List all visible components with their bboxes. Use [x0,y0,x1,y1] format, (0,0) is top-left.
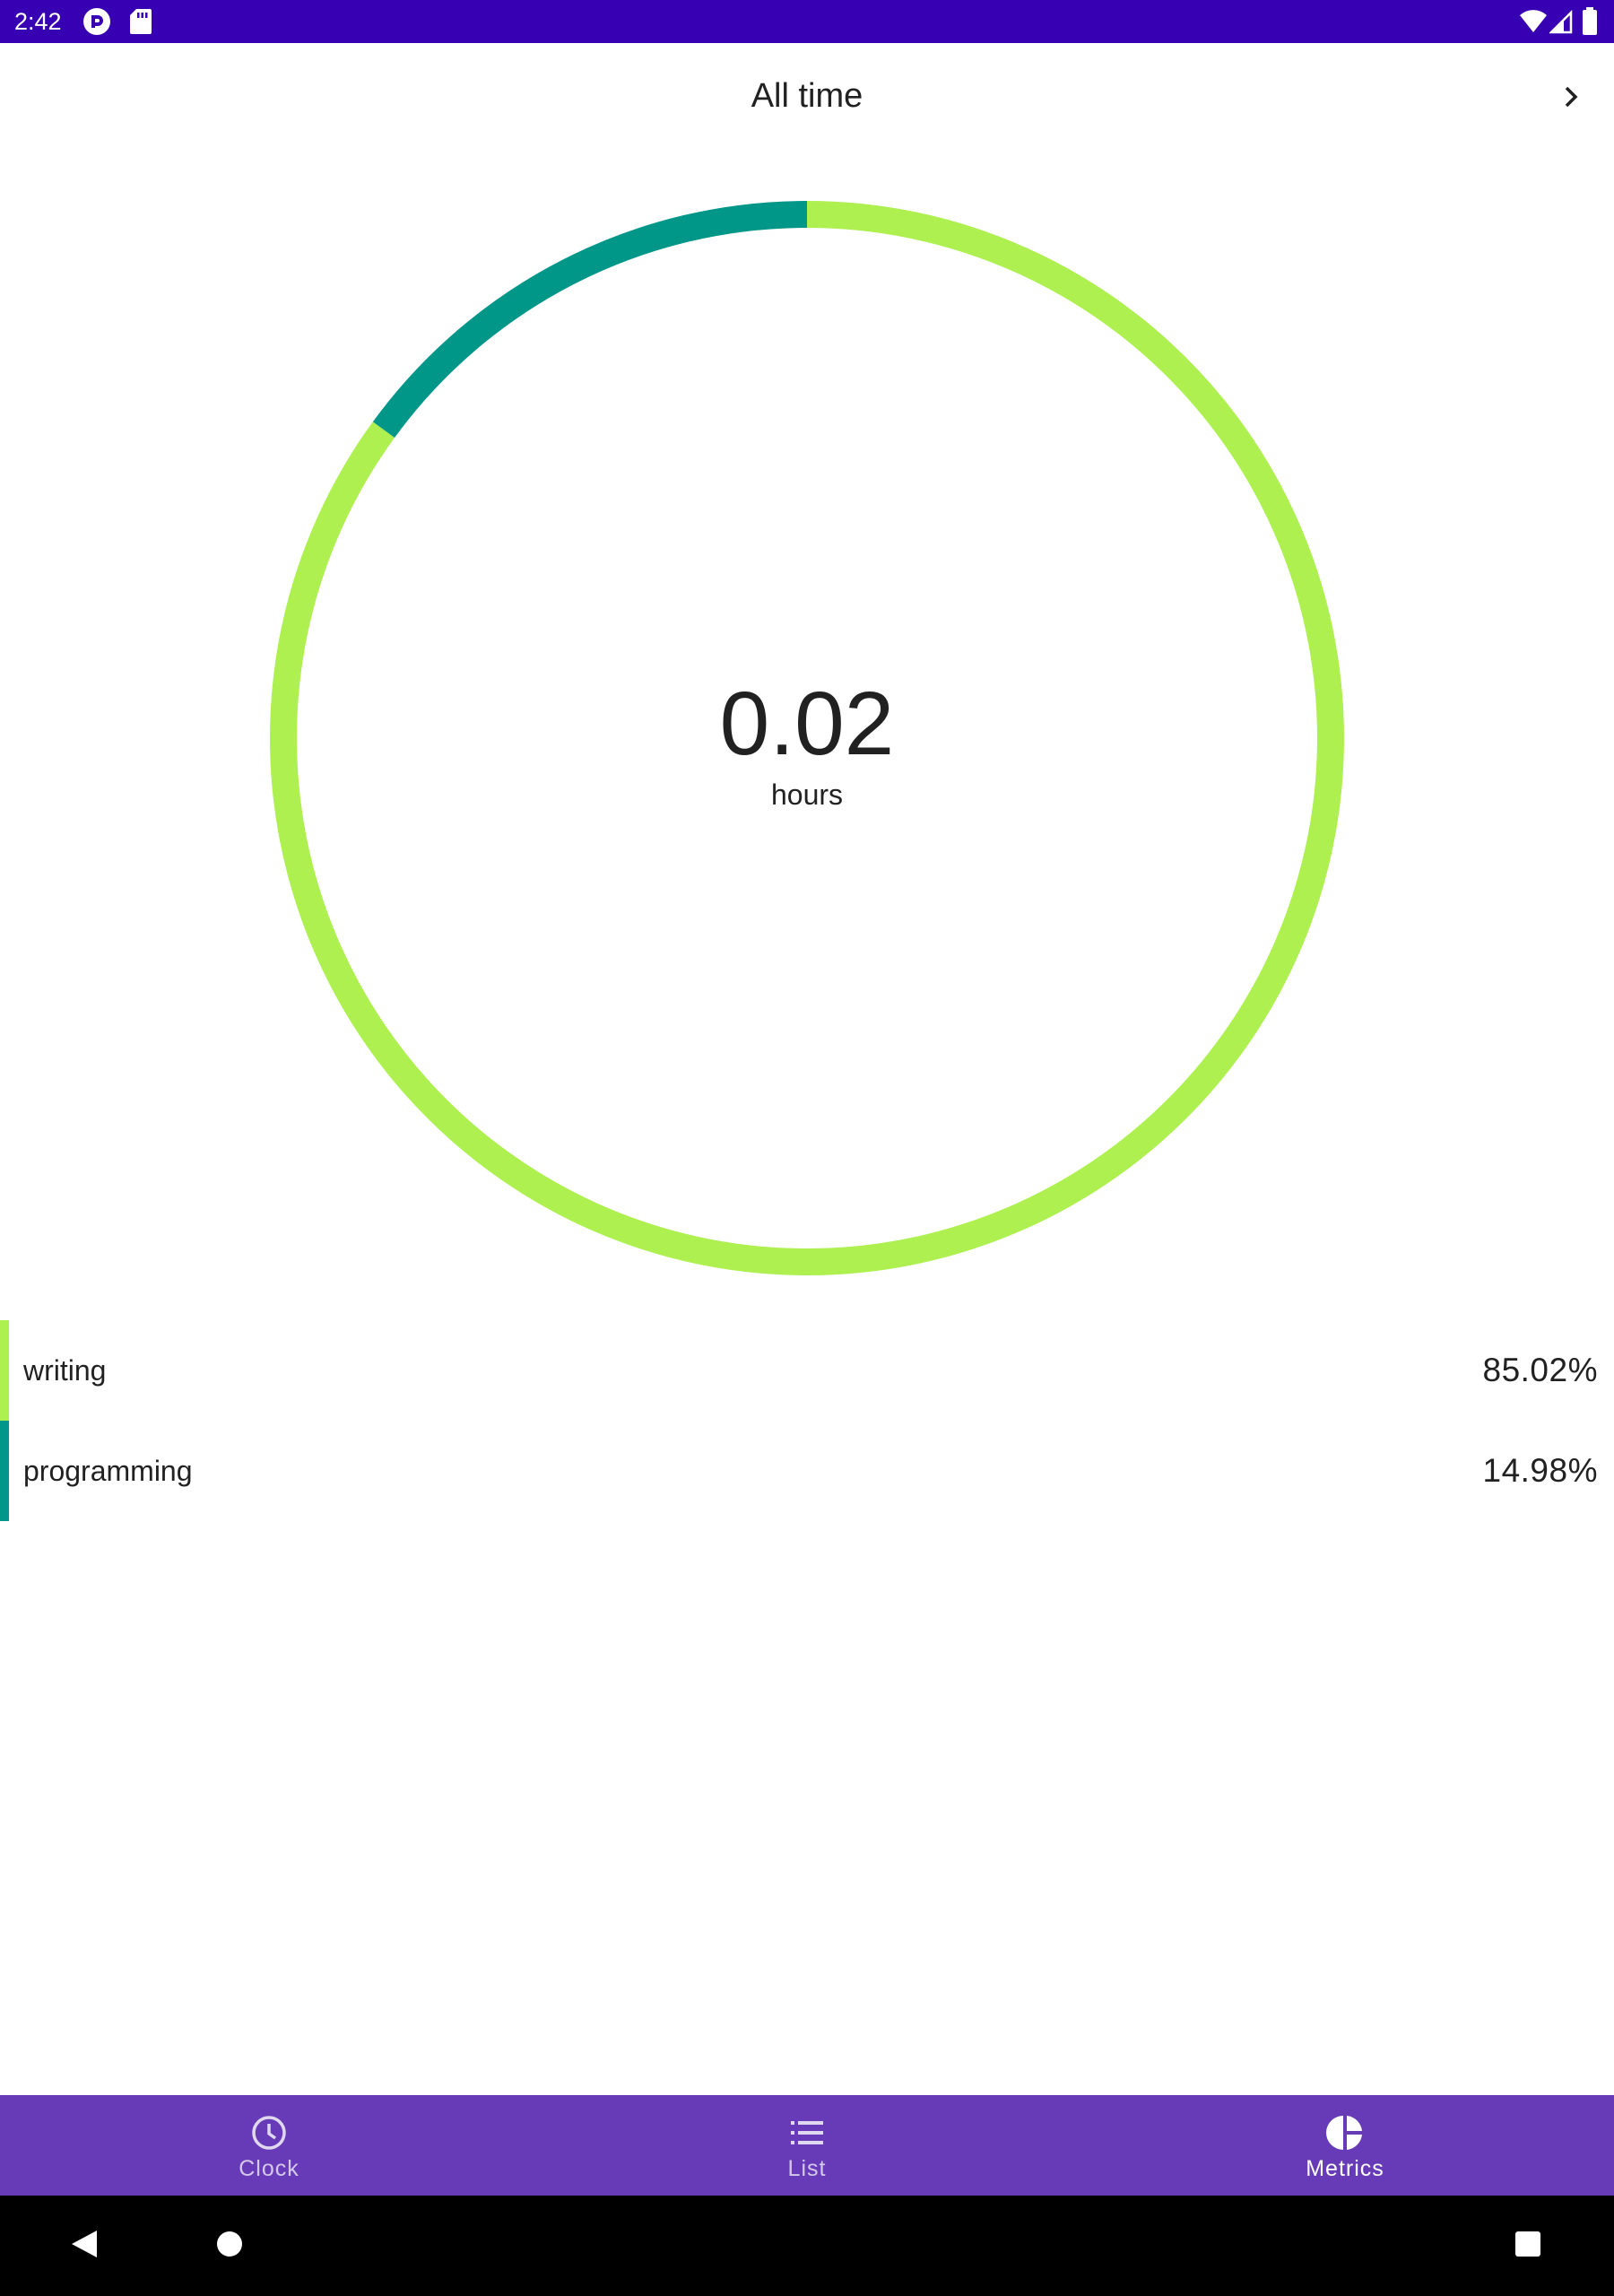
legend-swatch [0,1421,9,1521]
pocket-casts-icon [82,7,111,40]
legend-percent: 85.02% [1482,1352,1598,1388]
cell-signal-icon [1548,9,1573,39]
legend-item-programming[interactable]: programming 14.98% [0,1421,1614,1521]
status-bar: 2:42 [0,0,1614,43]
nav-label: Clock [239,2156,299,2181]
status-time: 2:42 [14,8,62,35]
home-icon [215,2230,244,2263]
total-hours-value: 0.02 [719,674,895,774]
bottom-navigation: Clock List Metrics [0,2095,1614,2196]
nav-item-clock[interactable]: Clock [0,2095,538,2196]
chevron-right-icon [1558,83,1584,115]
legend-percent: 14.98% [1482,1452,1598,1489]
donut-svg [270,201,1344,1275]
nav-label: Metrics [1306,2156,1384,2181]
legend-list: writing 85.02% programming 14.98% [0,1320,1614,1521]
legend-item-writing[interactable]: writing 85.02% [0,1320,1614,1421]
legend-label: writing [23,1354,107,1387]
period-title: All time [751,77,863,115]
donut-segment-writing [270,201,1344,1275]
recents-button[interactable] [1474,2196,1582,2296]
back-icon [70,2229,99,2264]
sd-card-icon [129,7,152,40]
total-hours-unit: hours [770,778,844,811]
legend-swatch [0,1320,9,1421]
nav-label: List [787,2156,827,2181]
nav-item-list[interactable]: List [538,2095,1076,2196]
system-navigation-bar [0,2196,1614,2296]
wifi-icon [1519,9,1548,39]
recents-icon [1514,2231,1541,2262]
home-button[interactable] [176,2196,283,2296]
back-button[interactable] [30,2196,138,2296]
next-period-button[interactable] [1549,77,1592,120]
pie-chart-icon [1325,2113,1365,2152]
donut-segment-programming [372,201,808,438]
nav-item-metrics[interactable]: Metrics [1076,2095,1614,2196]
battery-icon [1582,7,1598,40]
metrics-donut-chart: 0.02 hours [270,201,1344,1275]
legend-label: programming [23,1455,193,1487]
clock-icon [249,2113,289,2152]
list-icon [787,2113,827,2152]
